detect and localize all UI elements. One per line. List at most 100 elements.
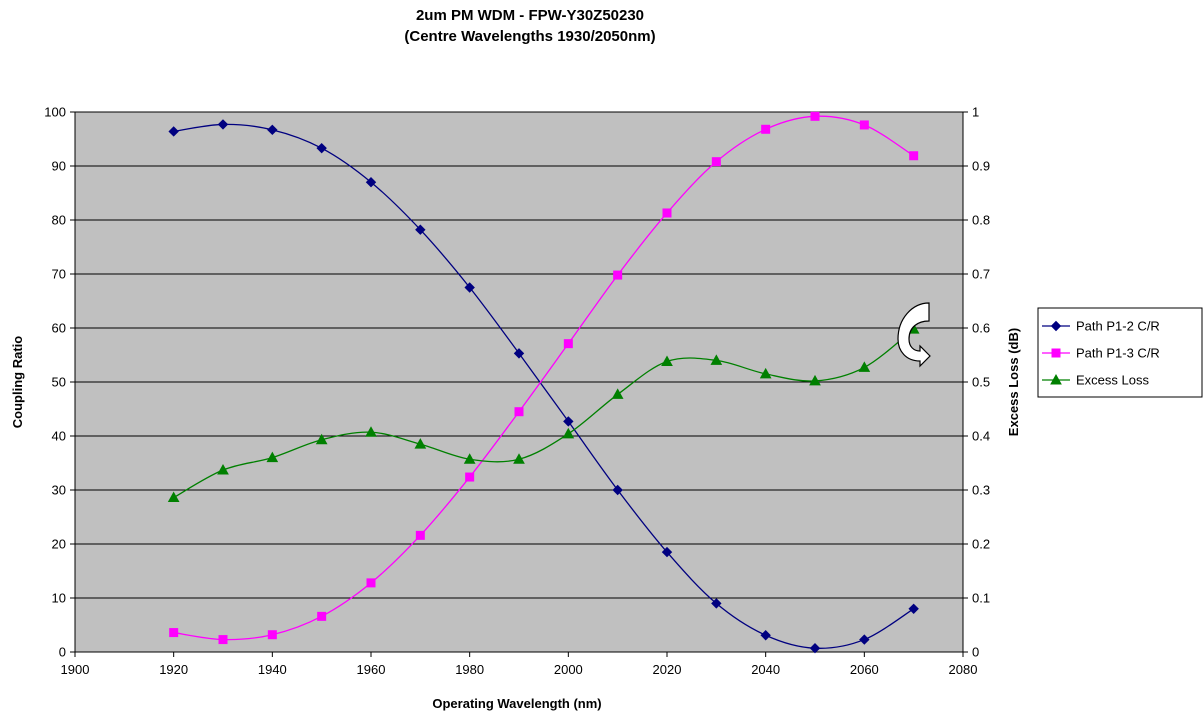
y-tick-label: 60	[52, 321, 66, 336]
legend-marker	[1050, 373, 1062, 385]
data-point	[266, 451, 279, 463]
y-tick-label: 100	[44, 105, 66, 120]
data-point	[710, 354, 723, 365]
series-2	[169, 111, 919, 645]
y-tick-label: 80	[52, 213, 66, 228]
data-point	[514, 407, 524, 417]
y-tick-label: 0	[59, 645, 66, 660]
y2-tick-label: 0.3	[972, 483, 990, 498]
data-point	[217, 463, 229, 475]
data-point	[809, 643, 821, 654]
data-point	[810, 111, 820, 121]
y-tick-label: 30	[52, 483, 66, 498]
y2-axis-label: Excess Loss (dB)	[1006, 328, 1021, 436]
data-point	[366, 578, 376, 588]
data-point	[169, 628, 179, 638]
data-point	[267, 630, 277, 640]
series-line	[173, 123, 915, 649]
y-tick-label: 20	[52, 537, 66, 552]
data-point	[859, 120, 869, 130]
data-point	[414, 438, 427, 449]
data-point	[858, 361, 871, 372]
x-tick-label: 2060	[850, 662, 879, 677]
data-point	[661, 355, 673, 366]
data-point	[415, 530, 425, 540]
data-point	[167, 491, 180, 503]
legend-marker	[1051, 348, 1061, 358]
series-line	[173, 328, 915, 499]
curved-arrow-right-icon	[897, 302, 931, 368]
x-tick-label: 1980	[455, 662, 484, 677]
y2-tick-label: 0.5	[972, 375, 990, 390]
data-point	[465, 472, 475, 482]
y2-tick-label: 0.1	[972, 591, 990, 606]
y2-tick-label: 0.4	[972, 429, 990, 444]
data-point	[513, 348, 525, 359]
y2-tick-label: 0.9	[972, 159, 990, 174]
x-tick-label: 1960	[357, 662, 386, 677]
data-point	[908, 603, 919, 615]
chart-subtitle: (Centre Wavelengths 1930/2050nm)	[404, 28, 655, 45]
data-point	[267, 124, 278, 136]
y2-tick-label: 0	[972, 645, 979, 660]
data-point	[909, 151, 919, 161]
data-point	[711, 157, 721, 167]
data-point	[613, 270, 623, 280]
y-tick-label: 90	[52, 159, 66, 174]
data-point	[464, 282, 475, 293]
data-point	[365, 426, 377, 437]
y-tick-label: 10	[52, 591, 66, 606]
series-group	[167, 111, 920, 654]
x-tick-label: 1920	[159, 662, 188, 677]
x-tick-label: 1940	[258, 662, 287, 677]
y-tick-label: 50	[52, 375, 66, 390]
data-point	[859, 634, 870, 645]
x-tick-label: 2020	[653, 662, 682, 677]
series-1	[168, 119, 919, 654]
legend-label: Path P1-3 C/R	[1076, 346, 1160, 361]
data-point	[759, 367, 772, 379]
data-point	[218, 635, 228, 645]
data-point	[809, 374, 821, 386]
chart-title: 2um PM WDM - FPW-Y30Z50230	[416, 7, 644, 24]
data-point	[315, 433, 328, 445]
data-point	[317, 611, 327, 621]
axes: 0 0 10 0.1 20 0.2 30 0.3 40 0.4 50 0.5 60 0.6 70 0.7 80 0…	[44, 105, 990, 678]
legend-marker	[1050, 320, 1062, 332]
data-point	[711, 598, 722, 609]
legend-label: Path P1-2 C/R	[1076, 319, 1160, 334]
y2-tick-label: 0.7	[972, 267, 990, 282]
y-tick-label: 40	[52, 429, 66, 444]
data-point	[168, 126, 179, 137]
data-point	[611, 388, 624, 399]
data-point	[662, 208, 672, 218]
data-point	[415, 224, 426, 235]
x-tick-label: 1900	[61, 662, 90, 677]
data-point	[562, 427, 575, 439]
y2-tick-label: 0.2	[972, 537, 990, 552]
data-point	[365, 176, 377, 188]
data-point	[563, 339, 573, 349]
x-tick-label: 2080	[949, 662, 978, 677]
legend-label: Excess Loss	[1076, 373, 1149, 388]
data-point	[612, 484, 623, 496]
data-point	[761, 124, 771, 134]
x-tick-label: 2000	[554, 662, 583, 677]
x-axis-label: Operating Wavelength (nm)	[432, 696, 601, 711]
data-point	[463, 453, 476, 464]
series-line	[173, 115, 915, 641]
y2-tick-label: 0.6	[972, 321, 990, 336]
data-point	[513, 453, 525, 464]
y-axis-label: Coupling Ratio	[10, 336, 25, 428]
y2-tick-label: 0.8	[972, 213, 990, 228]
data-point	[217, 119, 229, 130]
data-point	[760, 630, 771, 641]
data-point	[661, 546, 673, 558]
legend: Path P1-2 C/R Path P1-3 C/R Excess Loss	[1037, 307, 1203, 398]
data-point	[316, 142, 327, 154]
data-point	[563, 416, 574, 427]
x-tick-label: 2040	[751, 662, 780, 677]
series-3	[167, 323, 920, 503]
y2-tick-label: 1	[972, 105, 979, 120]
